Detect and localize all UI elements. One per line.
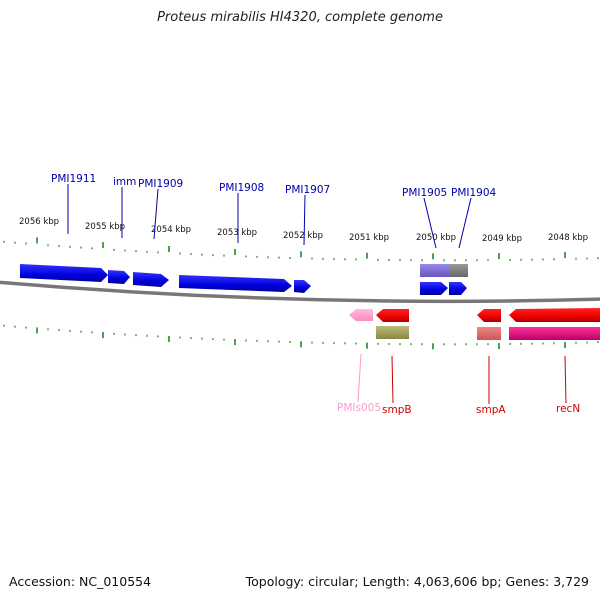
gene-label-smpb[interactable]: smpB	[382, 404, 412, 416]
kbp-label-2053: 2053 kbp	[217, 228, 257, 238]
kbp-label-2051: 2051 kbp	[349, 233, 389, 243]
kbp-label-2049: 2049 kbp	[482, 234, 522, 244]
gene-label-pmi1909[interactable]: PMI1909	[138, 178, 183, 190]
topology-text: Topology: circular; Length: 4,063,606 bp…	[245, 574, 589, 589]
gene-label-pmi1904[interactable]: PMI1904	[451, 187, 497, 199]
feature-purple-box[interactable]	[420, 264, 449, 277]
gene-smpa-arrow[interactable]	[477, 309, 501, 322]
gene-smpb-arrow[interactable]	[376, 309, 409, 322]
feature-recn-magenta-box[interactable]	[509, 327, 600, 340]
forward-tick-row	[3, 237, 599, 262]
kbp-label-2054: 2054 kbp	[151, 225, 191, 235]
gene-recn-arrow[interactable]	[509, 308, 600, 322]
reverse-tick-row	[3, 324, 599, 350]
forward-leader-lines	[67, 184, 472, 249]
gene-pmi1911-arrow[interactable]	[20, 264, 108, 282]
genome-backbone	[0, 280, 600, 304]
gene-label-pmis005[interactable]: PMIs005	[337, 402, 381, 414]
gene-label-recn[interactable]: recN	[556, 403, 580, 415]
kbp-label-2052: 2052 kbp	[283, 231, 323, 241]
pmis005-leader	[357, 353, 362, 403]
feature-smpa-salmon-box[interactable]	[477, 327, 501, 340]
recn-leader	[564, 355, 567, 404]
gene-pmis005-arrow[interactable]	[349, 309, 373, 321]
gene-label-pmi1907[interactable]: PMI1907	[285, 184, 330, 196]
gene-pmi1904-arrow[interactable]	[449, 282, 467, 295]
gene-pmi1905-arrow[interactable]	[420, 282, 448, 295]
gene-pmi1909-arrow[interactable]	[133, 272, 169, 287]
kbp-label-2050: 2050 kbp	[416, 233, 456, 243]
gene-label-pmi1908[interactable]: PMI1908	[219, 182, 264, 194]
accession-text: Accession: NC_010554	[9, 574, 152, 589]
gene-label-imm[interactable]: imm	[113, 176, 136, 188]
gene-label-pmi1911[interactable]: PMI1911	[51, 173, 96, 185]
kbp-label-2048: 2048 kbp	[548, 233, 588, 243]
gene-pmi1907-arrow[interactable]	[294, 280, 311, 293]
smpb-leader	[391, 355, 394, 404]
gene-label-smpa[interactable]: smpA	[476, 404, 506, 416]
feature-grey-box[interactable]	[449, 264, 468, 277]
kbp-label-2055: 2055 kbp	[85, 222, 125, 232]
feature-smpb-olive-box[interactable]	[376, 326, 409, 339]
kbp-label-2056: 2056 kbp	[19, 217, 59, 227]
map-title: Proteus mirabilis HI4320, complete genom…	[157, 10, 443, 25]
gene-imm-arrow[interactable]	[108, 270, 130, 284]
gene-label-pmi1905[interactable]: PMI1905	[402, 187, 447, 199]
gene-pmi1908-arrow[interactable]	[179, 275, 292, 292]
